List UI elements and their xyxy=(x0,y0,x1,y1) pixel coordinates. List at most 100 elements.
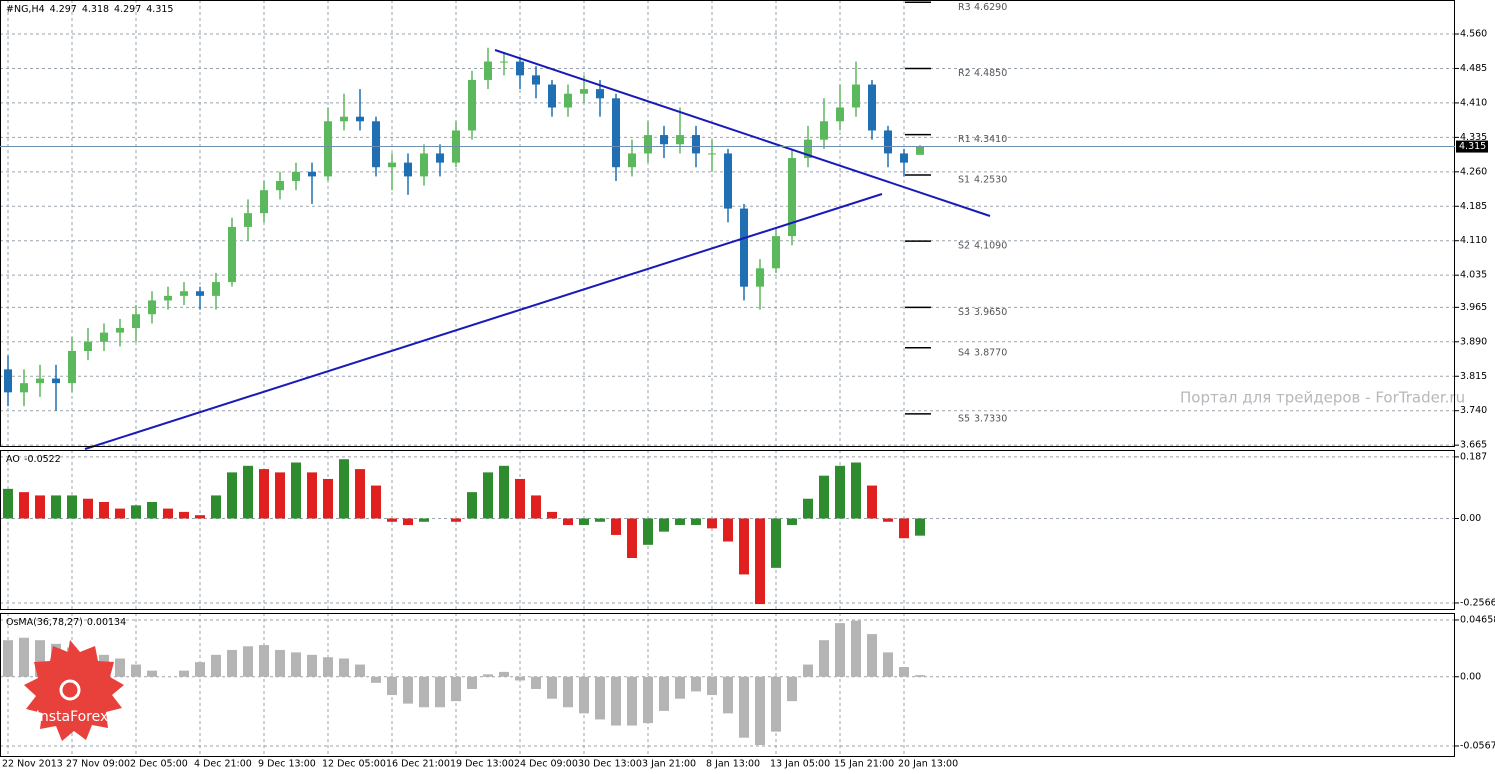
bar xyxy=(691,518,701,526)
bar xyxy=(915,675,925,677)
x-tick-label: 27 Nov 09:00 xyxy=(66,759,130,770)
bar xyxy=(611,518,621,535)
bar xyxy=(259,469,269,519)
pivot-name: S5 xyxy=(958,413,970,424)
pivot-label: 4.2530 xyxy=(974,175,1007,186)
logo-text: InstaForex xyxy=(36,709,109,725)
bar xyxy=(339,459,349,519)
candle-body xyxy=(916,146,924,155)
bar xyxy=(307,472,317,519)
x-tick-label: 24 Dec 09:00 xyxy=(514,759,578,770)
candle-body xyxy=(420,153,428,177)
candle-body xyxy=(740,208,748,287)
bar xyxy=(419,518,429,522)
bar xyxy=(259,645,269,677)
bar xyxy=(307,654,317,677)
title-part: 4.318 xyxy=(82,4,109,15)
logo-icon xyxy=(59,679,81,701)
pivot-name: S4 xyxy=(958,347,970,358)
bar xyxy=(131,664,141,677)
title-part: AO xyxy=(6,454,20,465)
candle-body xyxy=(564,93,572,108)
y-tick-label: 4.485 xyxy=(1460,63,1487,74)
pivot-label: 4.6290 xyxy=(974,2,1007,13)
bar xyxy=(611,676,621,726)
x-tick-label: 4 Dec 21:00 xyxy=(194,759,252,770)
candle-body xyxy=(84,341,92,351)
bar xyxy=(131,505,141,519)
candle-body xyxy=(276,181,284,191)
bar xyxy=(515,478,525,519)
bar xyxy=(275,472,285,519)
bar xyxy=(467,676,477,689)
bar xyxy=(627,518,637,558)
chart-title: #NG,H4 4.297 4.318 4.297 4.315 xyxy=(6,4,173,15)
candle-body xyxy=(548,84,556,108)
candle-body xyxy=(484,61,492,80)
candle-body xyxy=(612,98,620,168)
bar xyxy=(883,518,893,522)
title-part: 4.297 xyxy=(50,4,77,15)
trend-line xyxy=(494,49,991,217)
title-part: #NG,H4 xyxy=(6,4,45,15)
bar xyxy=(291,462,301,519)
x-tick-label: 16 Dec 21:00 xyxy=(386,759,450,770)
current-price-label: 4.315 xyxy=(1459,141,1486,152)
y-tick-label: 0.00 xyxy=(1460,671,1481,682)
bar xyxy=(899,518,909,539)
bar xyxy=(115,508,125,519)
bar xyxy=(179,670,189,677)
bar xyxy=(243,465,253,519)
y-tick-label: 3.665 xyxy=(1460,440,1487,451)
candle-body xyxy=(340,116,348,122)
bar xyxy=(803,664,813,677)
candle-body xyxy=(820,121,828,140)
bar xyxy=(243,646,253,677)
panel-frame xyxy=(0,613,1455,757)
candle-body xyxy=(164,295,172,301)
bar xyxy=(691,676,701,692)
panel-title: OsMA(36,78,27) 0.00134 xyxy=(6,617,126,628)
x-tick-label: 22 Nov 2013 xyxy=(2,759,63,770)
candle-body xyxy=(884,130,892,154)
candle-body xyxy=(468,79,476,131)
bar xyxy=(755,518,765,605)
bar xyxy=(899,667,909,677)
y-tick-label: 4.260 xyxy=(1460,166,1487,177)
bar xyxy=(35,640,45,677)
pivot-name: R2 xyxy=(958,68,971,79)
bar xyxy=(563,676,573,708)
bar xyxy=(547,676,557,699)
candle-body xyxy=(692,135,700,154)
bar xyxy=(35,495,45,519)
candle-body xyxy=(788,158,796,237)
y-tick-label: 0.04658 xyxy=(1460,614,1495,625)
bar xyxy=(387,518,397,522)
y-tick-label: 4.110 xyxy=(1460,235,1487,246)
candle-body xyxy=(4,369,12,393)
x-tick-label: 8 Jan 13:00 xyxy=(706,759,760,770)
bar xyxy=(403,676,413,704)
bar xyxy=(147,502,157,519)
bar xyxy=(867,485,877,519)
bar xyxy=(851,620,861,677)
bar xyxy=(803,498,813,519)
candle-body xyxy=(772,236,780,269)
y-tick-label: 3.740 xyxy=(1460,405,1487,416)
bar xyxy=(371,485,381,519)
bar xyxy=(755,676,765,746)
title-part: -0.0522 xyxy=(24,454,61,465)
bar xyxy=(467,492,477,519)
bar xyxy=(99,502,109,519)
bar xyxy=(563,518,573,526)
bar xyxy=(339,658,349,677)
bar xyxy=(179,511,189,519)
bar xyxy=(579,518,589,526)
pivot-name: S2 xyxy=(958,241,970,252)
title-part: 4.297 xyxy=(114,4,141,15)
bar xyxy=(739,518,749,575)
pivot-label: 4.3410 xyxy=(974,134,1007,145)
bar xyxy=(499,671,509,677)
y-tick-label: 0.00 xyxy=(1460,513,1481,524)
bar xyxy=(787,518,797,526)
